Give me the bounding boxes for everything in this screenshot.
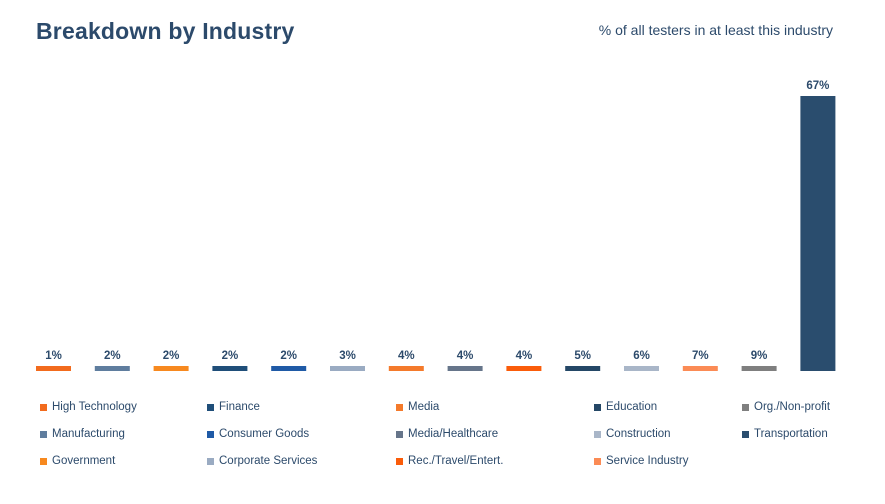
bar-media-healthcare	[447, 366, 483, 371]
bar-media	[388, 366, 424, 371]
chart-title: Breakdown by Industry	[36, 18, 295, 44]
bar-value-label: 6%	[633, 350, 650, 362]
bar-value-label: 4%	[457, 350, 474, 362]
bar-service-industry	[682, 366, 718, 371]
bar-value-label: 1%	[45, 350, 62, 362]
bar-construction	[624, 366, 659, 371]
bar-value-label: 9%	[751, 350, 768, 362]
bar-value-label: 5%	[574, 350, 591, 362]
bar-consumer-goods	[271, 366, 307, 371]
bar-finance	[212, 366, 248, 371]
bar-value-label: 7%	[692, 350, 709, 362]
bar-value-label: 2%	[222, 350, 239, 362]
bar-government	[153, 366, 189, 371]
bar-value-label: 2%	[104, 350, 121, 362]
bar-value-label: 67%	[806, 80, 829, 92]
bar-value-label: 3%	[339, 350, 356, 362]
bar-value-label: 4%	[398, 350, 415, 362]
bar-org-non-profit	[741, 366, 777, 371]
chart-subtitle: % of all testers in at least this indust…	[598, 22, 833, 38]
bar-value-label: 4%	[516, 350, 533, 362]
bar-corporate-services	[330, 366, 365, 371]
bar-transportation	[800, 96, 836, 371]
bar-education	[565, 366, 601, 371]
bar-value-label: 2%	[280, 350, 297, 362]
bar-rec-travel-entert-	[506, 366, 542, 371]
bar-high-technology	[36, 366, 71, 371]
bar-manufacturing	[94, 366, 130, 371]
bar-value-label: 2%	[163, 350, 180, 362]
